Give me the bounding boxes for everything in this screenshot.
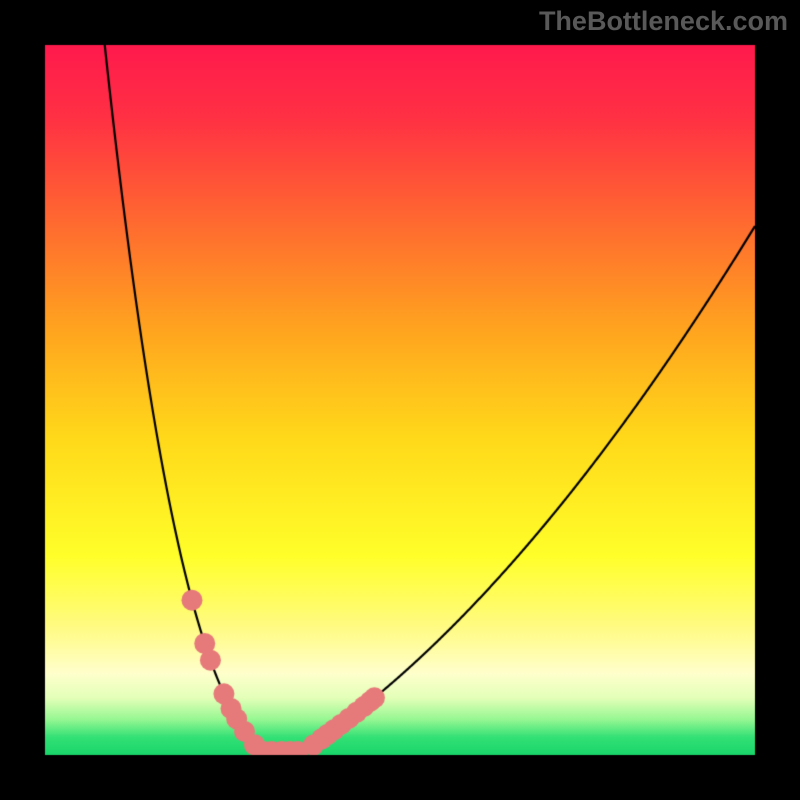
bottleneck-curve-chart — [0, 0, 800, 800]
chart-stage: TheBottleneck.com — [0, 0, 800, 800]
